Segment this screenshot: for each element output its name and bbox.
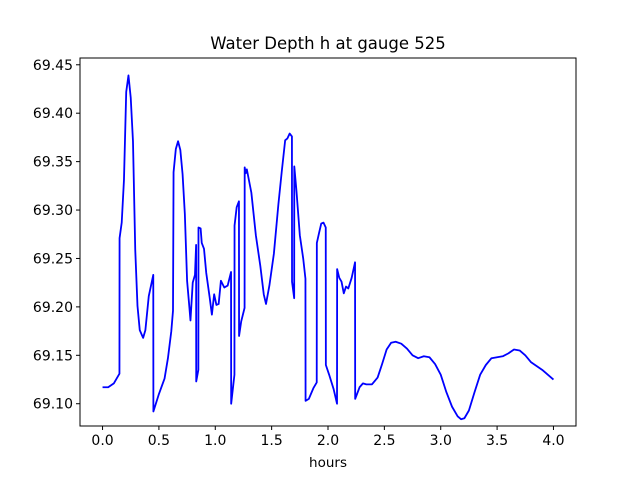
x-tick-label: 3.0 bbox=[430, 433, 452, 449]
axes: 0.0 0.5 1.0 1.5 2.0 2.5 3.0 3.5 4.0 69.10 69.15 69.… bbox=[33, 57, 577, 449]
y-tick-label: 69.15 bbox=[33, 348, 73, 364]
x-tick-label: 0.0 bbox=[91, 433, 113, 449]
y-tick-label: 69.10 bbox=[33, 397, 73, 413]
y-tick-label: 69.40 bbox=[33, 106, 73, 122]
x-tick-label: 0.5 bbox=[148, 433, 170, 449]
x-tick-label: 1.5 bbox=[261, 433, 283, 449]
series-line-0 bbox=[102, 74, 555, 421]
x-tick-label: 2.5 bbox=[373, 433, 395, 449]
x-tick-label: 2.0 bbox=[317, 433, 339, 449]
x-tick-label: 3.5 bbox=[486, 433, 508, 449]
chart-title: Water Depth h at gauge 525 bbox=[210, 34, 445, 53]
y-tick-label: 69.35 bbox=[33, 155, 73, 171]
x-tick-label: 4.0 bbox=[542, 433, 564, 449]
y-tick-label: 69.30 bbox=[33, 203, 73, 219]
x-axis-label: hours bbox=[309, 455, 347, 471]
y-tick-label: 69.45 bbox=[33, 58, 73, 74]
plot-area bbox=[102, 74, 555, 421]
y-tick-label: 69.25 bbox=[33, 251, 73, 267]
x-tick-label: 1.0 bbox=[204, 433, 226, 449]
y-tick-label: 69.20 bbox=[33, 300, 73, 316]
